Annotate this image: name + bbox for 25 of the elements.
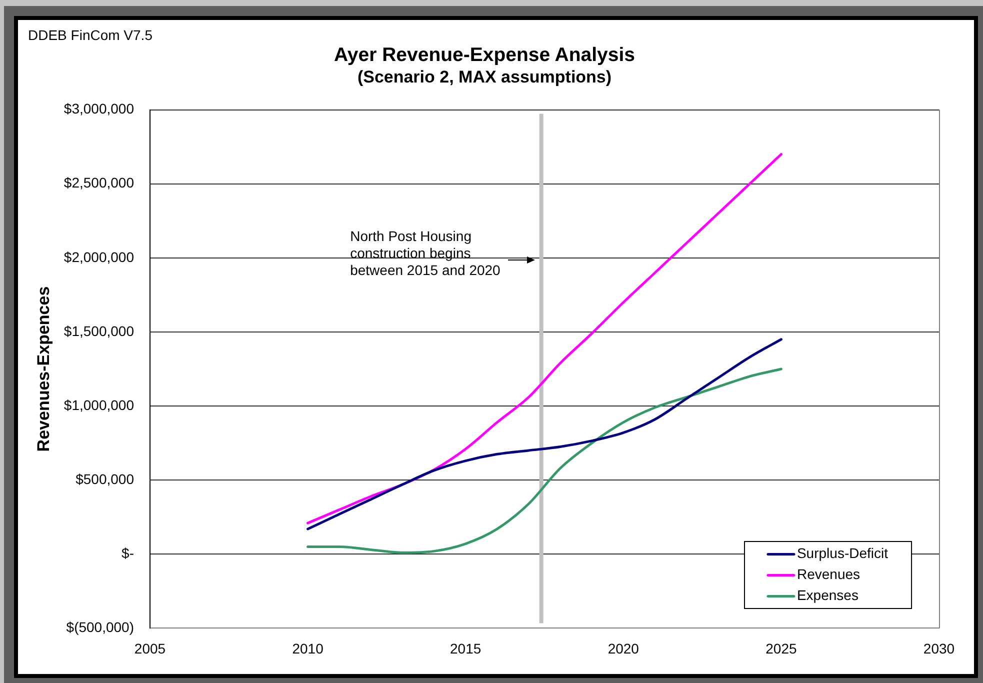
y-tick-label: $- — [122, 545, 134, 561]
chart-title: Ayer Revenue-Expense Analysis — [334, 44, 636, 66]
legend-label: Expenses — [796, 587, 858, 604]
text: DDEB FinCom V7.5 — [28, 26, 153, 43]
x-tick-label: 2015 — [450, 640, 482, 656]
chart-subtitle: (Scenario 2, MAX assumptions) — [357, 67, 612, 86]
y-axis-title: Revenues-Expences — [34, 286, 53, 452]
y-tick-label: $500,000 — [76, 470, 134, 487]
y-tick-label: $(500,000) — [66, 619, 134, 636]
y-tick-label: $1,500,000 — [64, 322, 134, 339]
y-tick-label: $2,500,000 — [64, 174, 134, 191]
legend-label: Revenues — [796, 566, 860, 582]
y-tick-label: $1,000,000 — [64, 396, 134, 413]
line-series — [306, 338, 782, 530]
x-tick-label: 2030 — [923, 640, 955, 656]
x-tick-label: 2025 — [766, 640, 797, 656]
x-tick-label: 2020 — [608, 640, 640, 656]
legend-label: Surplus-Deficit — [796, 545, 888, 562]
y-tick-label: $3,000,000 — [64, 100, 134, 117]
line-series — [306, 152, 782, 524]
annotation: North Post Housing construction begins between 2015 and 2020 — [350, 228, 501, 278]
x-tick-label: 2005 — [134, 640, 166, 656]
x-tick-label: 2010 — [292, 640, 324, 656]
y-tick-label: $2,000,000 — [64, 248, 134, 265]
line-series — [306, 368, 782, 554]
